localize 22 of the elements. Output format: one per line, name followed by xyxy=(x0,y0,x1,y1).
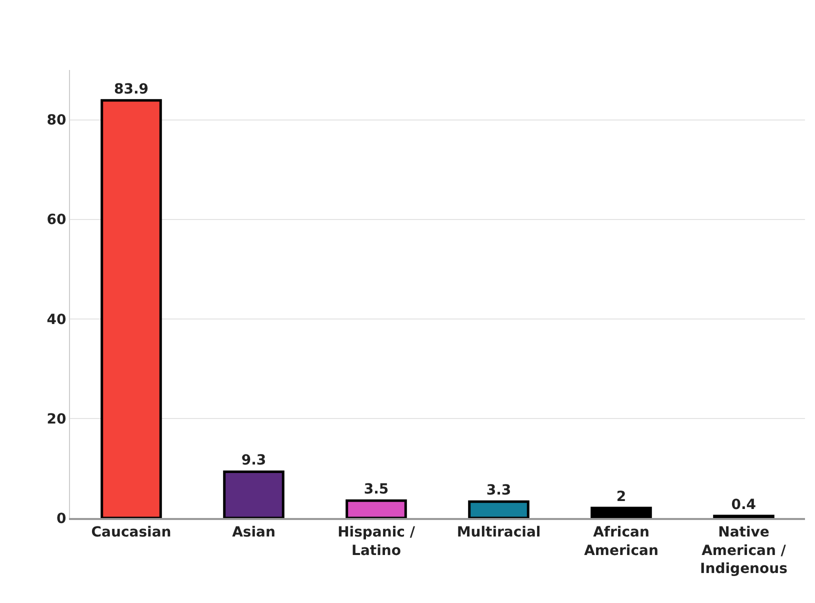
x-tick-label: Caucasian xyxy=(91,524,172,541)
data-label: 2 xyxy=(616,489,626,506)
bar xyxy=(223,470,284,518)
x-tick-label: African American xyxy=(584,524,658,559)
data-label: 0.4 xyxy=(731,497,756,514)
data-label: 3.5 xyxy=(364,482,389,498)
bar xyxy=(590,506,652,518)
y-tick-label: 0 xyxy=(56,510,66,527)
y-tick-label: 20 xyxy=(46,411,66,428)
bar xyxy=(346,499,407,518)
y-tick-label: 40 xyxy=(46,312,66,328)
bar xyxy=(100,99,162,518)
x-tick-label: Multiracial xyxy=(456,524,541,541)
y-tick-label: 80 xyxy=(46,112,66,129)
data-label: 3.3 xyxy=(486,482,512,499)
x-tick-label: Native American / Indigenous xyxy=(700,524,788,577)
x-tick-label: Hispanic / Latino xyxy=(338,524,416,559)
data-label: 83.9 xyxy=(114,81,149,98)
y-tick-label: 60 xyxy=(46,212,66,228)
data-label: 9.3 xyxy=(241,452,266,469)
x-tick-label: Asian xyxy=(232,524,276,541)
bar xyxy=(468,500,530,518)
